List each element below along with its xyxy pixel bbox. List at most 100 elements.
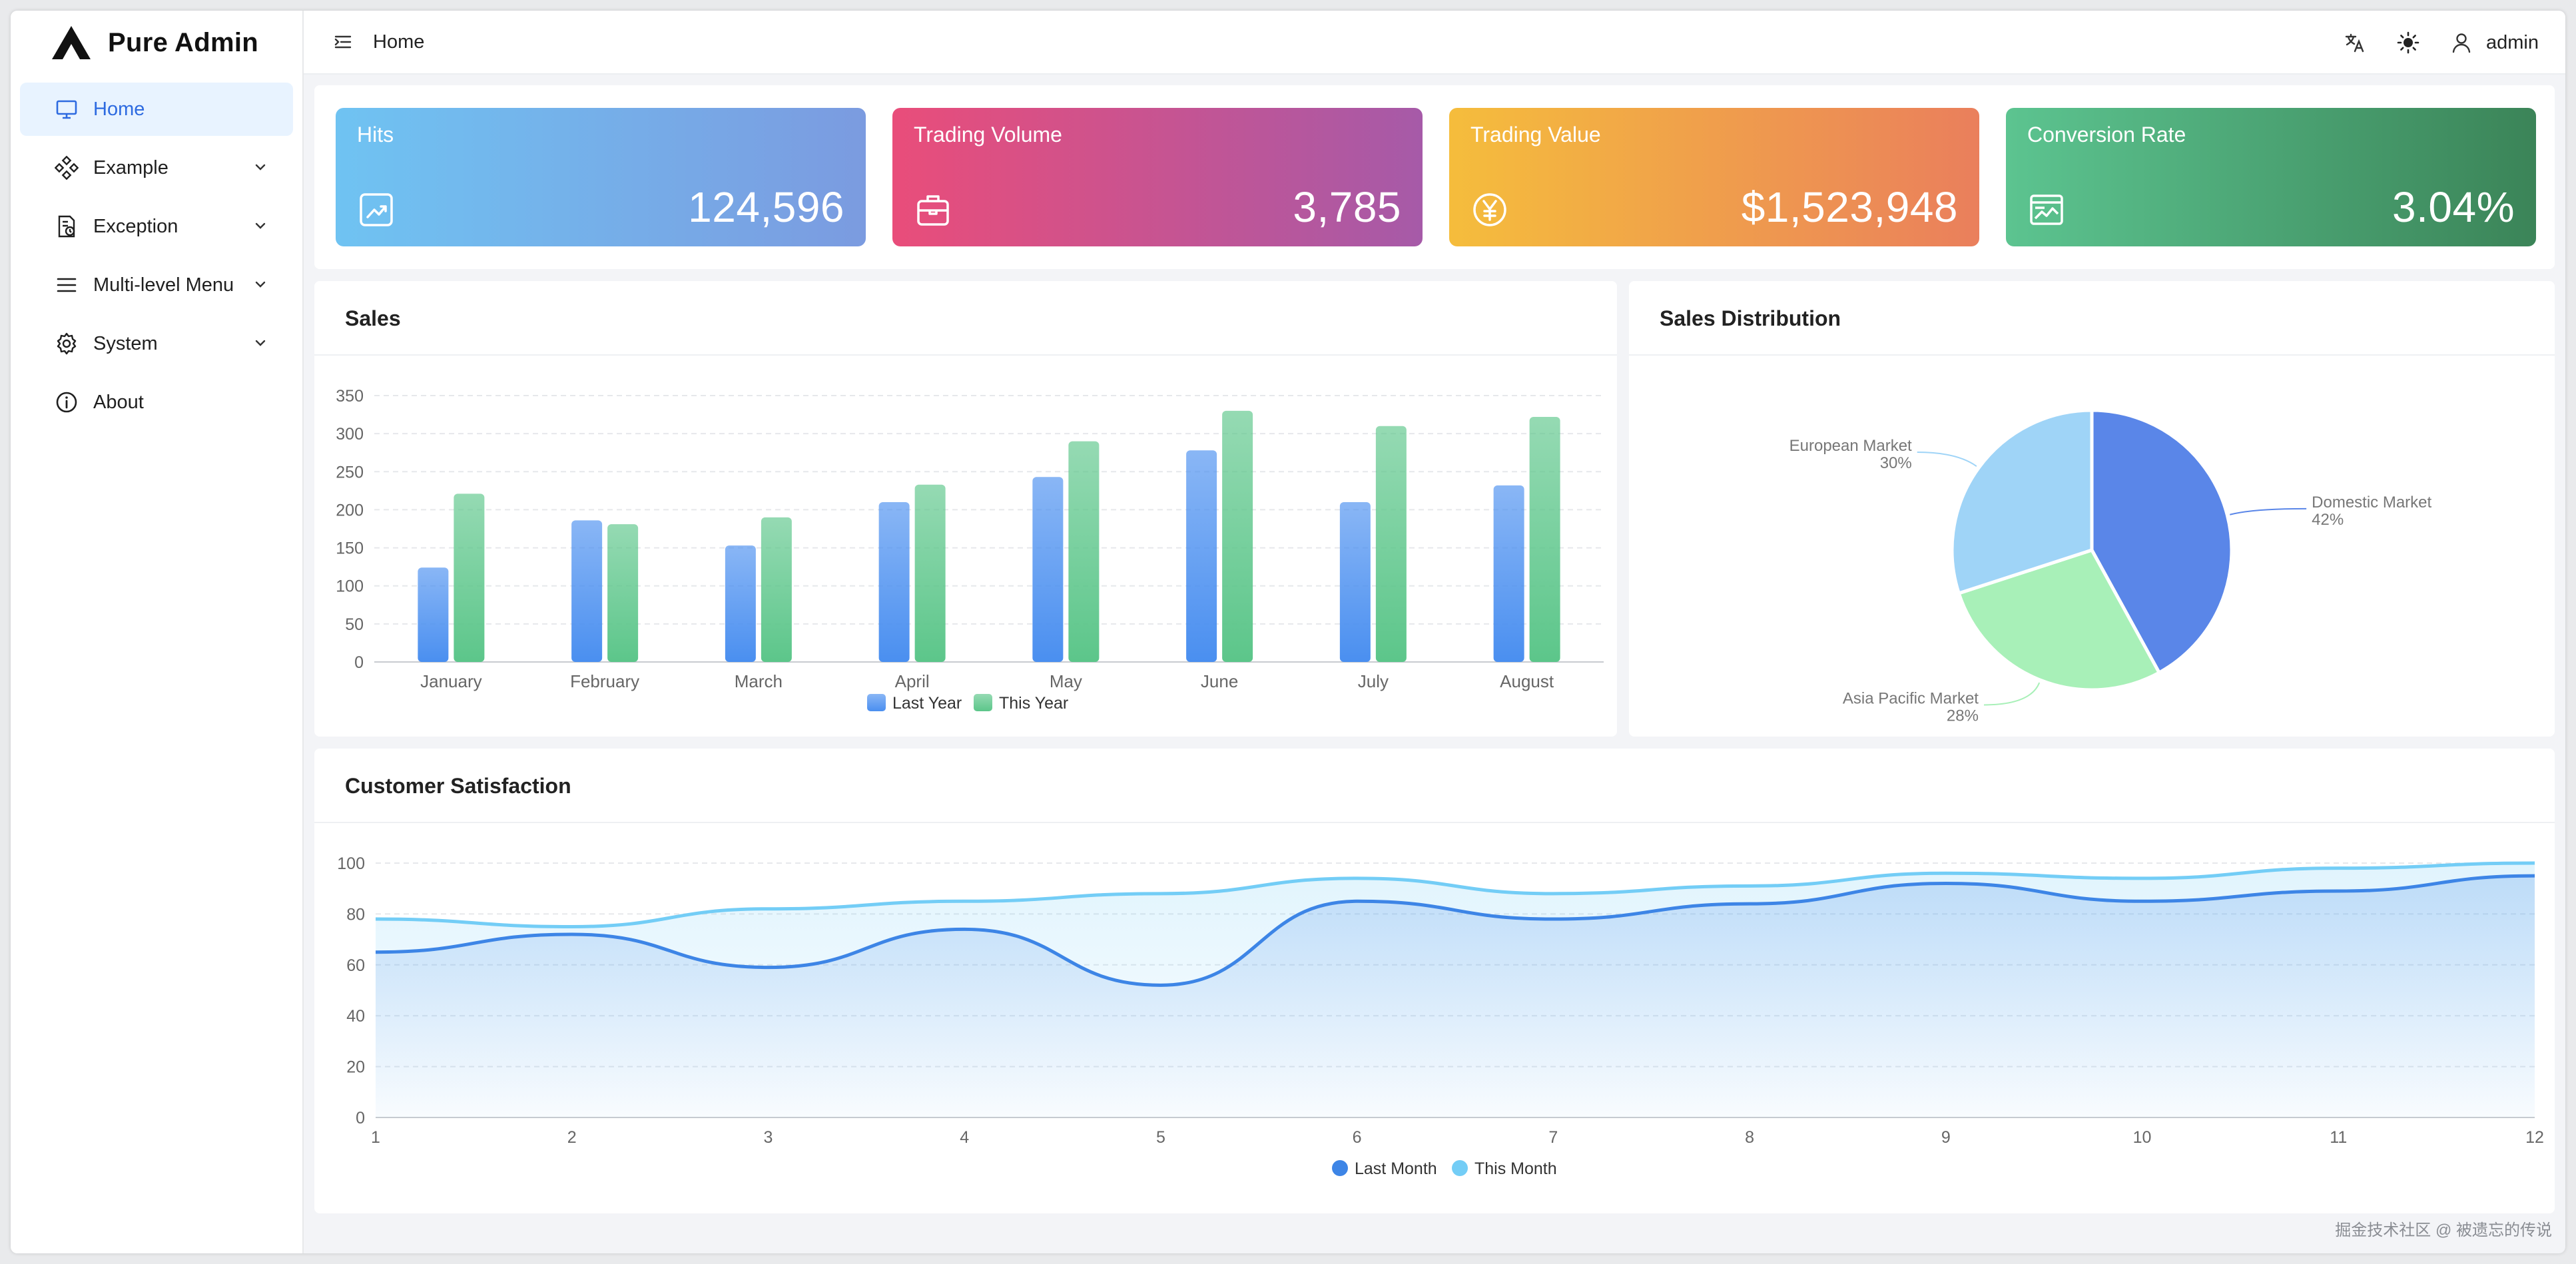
- legend-label: This Month: [1474, 1159, 1557, 1178]
- y-tick-label: 0: [354, 653, 364, 672]
- sidebar-item-label: Home: [93, 98, 145, 120]
- translate-icon[interactable]: [2344, 31, 2366, 54]
- legend-swatch: [974, 694, 992, 711]
- pie-label-name: European Market: [1789, 437, 1912, 455]
- sidebar-item-about[interactable]: About: [20, 376, 293, 429]
- chevron-down-icon[interactable]: [252, 276, 269, 293]
- sidebar-item-multi-level-menu[interactable]: Multi-level Menu: [20, 258, 293, 312]
- x-tick-label: 9: [1941, 1128, 1951, 1147]
- pie-label-name: Domestic Market: [2312, 493, 2431, 511]
- stat-label: Trading Value: [1470, 123, 1601, 147]
- bar-last-year: [725, 545, 756, 662]
- sidebar-item-label: Example: [93, 157, 168, 178]
- x-tick-label: July: [1358, 671, 1389, 691]
- app-title: Pure Admin: [108, 27, 258, 57]
- chevron-down-icon[interactable]: [252, 158, 269, 176]
- legend-label: This Year: [999, 694, 1068, 713]
- stat-card-conversion-rate: Conversion Rate 3.04%: [2006, 108, 2536, 246]
- sidebar-item-label: About: [93, 391, 144, 413]
- sidebar-item-label: Exception: [93, 215, 178, 237]
- stat-label: Hits: [357, 123, 394, 147]
- monitor-icon: [55, 97, 79, 121]
- x-tick-label: April: [895, 671, 930, 691]
- stat-label: Conversion Rate: [2027, 123, 2186, 147]
- collapse-menu-icon[interactable]: [333, 32, 353, 52]
- stats-row: Hits 124,596 Trading Volume 3,785 Tradin…: [314, 85, 2555, 269]
- panel-title: Sales: [314, 281, 1617, 356]
- stat-card-hits: Hits 124,596: [336, 108, 866, 246]
- x-tick-label: June: [1201, 671, 1238, 691]
- bar-last-year: [418, 567, 449, 662]
- trend-chart-icon: [360, 193, 393, 226]
- y-tick-label: 150: [336, 539, 364, 558]
- sidebar-item-label: System: [93, 332, 158, 354]
- sales-panel: Sales 0 50 100 150 200 250 300 350 January Februa…: [314, 281, 1617, 737]
- bar-this-year: [454, 493, 485, 662]
- sidebar-item-home[interactable]: Home: [20, 83, 293, 136]
- components-icon: [55, 156, 79, 180]
- y-tick-label: 300: [336, 425, 364, 444]
- sidebar-item-system[interactable]: System: [20, 317, 293, 370]
- user-icon[interactable]: [2450, 31, 2473, 54]
- user-name[interactable]: admin: [2486, 31, 2539, 53]
- legend-swatch: [1452, 1160, 1468, 1176]
- panel-title: Sales Distribution: [1629, 281, 2555, 356]
- chevron-down-icon[interactable]: [252, 217, 269, 234]
- bar-last-year: [1032, 477, 1064, 662]
- theme-sun-icon[interactable]: [2397, 31, 2419, 54]
- sidebar-item-exception[interactable]: Exception: [20, 200, 293, 253]
- pie-label-value: 30%: [1880, 454, 1912, 472]
- x-tick-label: May: [1050, 671, 1082, 691]
- brand[interactable]: Pure Admin: [11, 11, 302, 75]
- sidebar-item-example[interactable]: Example: [20, 141, 293, 194]
- x-tick-label: 11: [2330, 1128, 2347, 1147]
- sales-bar-chart: 0 50 100 150 200 250 300 350 January February Marc…: [336, 387, 1604, 713]
- info-icon: [55, 390, 79, 414]
- file-warning-icon: [55, 214, 79, 238]
- x-tick-label: August: [1500, 671, 1554, 691]
- pie-slice-domestic-market: [2090, 408, 2234, 675]
- pie-label-line: [1983, 682, 2041, 706]
- pie-label-value: 28%: [1947, 707, 1979, 725]
- bar-this-year: [607, 524, 639, 662]
- y-tick-label: 250: [336, 463, 364, 481]
- x-tick-label: March: [735, 671, 783, 691]
- bar-this-year: [914, 484, 946, 662]
- app-window: Pure Admin Home Example Exception Multi-lev…: [11, 11, 2565, 1253]
- x-tick-label: 7: [1548, 1128, 1558, 1147]
- x-tick-label: January: [420, 671, 482, 691]
- pie-label-name: Asia Pacific Market: [1843, 689, 1979, 707]
- bar-this-year: [761, 517, 792, 662]
- bar-this-year: [1068, 441, 1100, 662]
- pie-label-line: [2230, 507, 2307, 515]
- header-actions: admin: [2313, 11, 2539, 75]
- x-tick-label: 10: [2133, 1128, 2152, 1147]
- chevron-down-icon[interactable]: [252, 334, 269, 352]
- pie-slice-asia-pacific-market: [1957, 548, 2161, 692]
- bar-last-year: [1186, 450, 1217, 662]
- y-tick-label: 200: [336, 501, 364, 519]
- x-tick-label: 6: [1353, 1128, 1362, 1147]
- sidebar-item-label: Multi-level Menu: [93, 274, 234, 296]
- bar-last-year: [878, 502, 910, 662]
- bar-this-year: [1529, 417, 1560, 662]
- legend-swatch: [1332, 1160, 1348, 1176]
- legend-label: Last Year: [892, 694, 962, 713]
- stat-value: $1,523,948: [1741, 183, 1958, 231]
- bar-last-year: [1339, 502, 1371, 662]
- sidebar-menu: Home Example Exception Multi-level Menu Syst…: [11, 75, 302, 429]
- bar-last-year: [1493, 485, 1524, 662]
- pie-slice-european-market: [1950, 408, 2094, 595]
- pie-label-line: [1917, 452, 1977, 468]
- y-tick-label: 100: [336, 577, 364, 596]
- pie-label-value: 42%: [2312, 511, 2344, 529]
- area-fill-last-month: [376, 876, 2535, 1117]
- y-tick-label: 80: [346, 905, 365, 924]
- stat-card-trading-value: Trading Value $1,523,948: [1449, 108, 1979, 246]
- legend-label: Last Month: [1355, 1159, 1437, 1178]
- stat-card-trading-volume: Trading Volume 3,785: [892, 108, 1423, 246]
- breadcrumb[interactable]: Home: [373, 31, 425, 53]
- y-tick-label: 50: [345, 615, 364, 634]
